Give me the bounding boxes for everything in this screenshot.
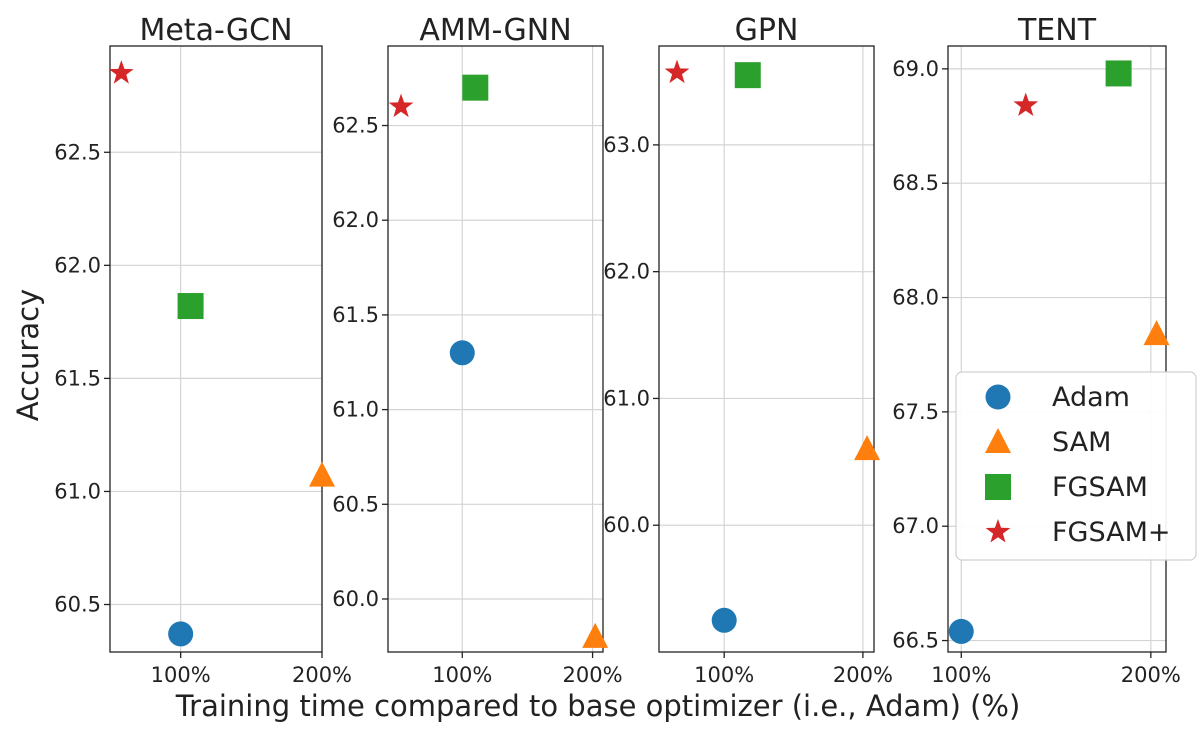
panels: 60.5 61.0 61.5 62.0 62.5 100% 200% Meta-GCN 60.0… — [54, 13, 1181, 687]
y-tick-label: 61.0 — [54, 479, 101, 503]
plot-frame — [658, 45, 875, 653]
panel-title: AMM-GNN — [419, 13, 571, 48]
y-tick-label: 61.0 — [603, 386, 650, 410]
point-fgsam — [177, 293, 204, 320]
point-fgsam — [1105, 60, 1132, 87]
point-adam — [168, 621, 194, 647]
x-tick-label: 200% — [292, 663, 352, 687]
y-tick-label: 62.5 — [54, 140, 101, 164]
y-tick-label: 62.0 — [603, 260, 650, 284]
panel-meta-gcn: 60.5 61.0 61.5 62.0 62.5 100% 200% Meta-GCN — [54, 13, 352, 687]
y-tick-label: 67.5 — [892, 400, 939, 424]
y-tick-label: 66.5 — [892, 629, 939, 653]
y-tick-label: 62.0 — [332, 208, 379, 232]
legend-marker-adam — [985, 384, 1011, 410]
legend-marker-sam — [985, 428, 1011, 453]
panel-gpn: 60.0 61.0 62.0 63.0 100% 200% GPN — [603, 13, 893, 687]
point-sam — [854, 435, 881, 461]
y-tick-label: 60.5 — [54, 593, 101, 617]
x-tick-label: 100% — [931, 663, 991, 687]
legend-label-sam: SAM — [1052, 427, 1111, 458]
point-fgsam-plus — [664, 59, 690, 84]
x-tick-label: 200% — [563, 663, 623, 687]
plot-frame — [947, 45, 1167, 653]
x-axis-label: Training time compared to base optimizer… — [175, 689, 1021, 723]
point-fgsam-plus — [388, 93, 414, 118]
y-tick-label: 62.0 — [54, 253, 101, 277]
legend: Adam SAM FGSAM FGSAM+ — [955, 371, 1197, 561]
point-fgsam — [734, 62, 761, 89]
point-sam — [309, 461, 335, 487]
point-fgsam-plus — [1013, 92, 1039, 116]
x-tick-label: 100% — [432, 663, 492, 687]
y-tick-label: 60.5 — [332, 492, 379, 516]
y-tick-label: 61.5 — [54, 366, 101, 390]
y-tick-label: 62.5 — [332, 114, 379, 138]
point-sam — [1143, 320, 1170, 346]
x-tick-label: 100% — [694, 663, 754, 687]
legend-label-fgsam: FGSAM — [1052, 472, 1148, 503]
y-tick-label: 61.0 — [332, 398, 379, 422]
y-tick-label: 67.0 — [892, 514, 939, 538]
point-fgsam — [462, 74, 489, 101]
x-tick-label: 200% — [1121, 663, 1181, 687]
point-adam — [711, 607, 737, 633]
x-tick-label: 200% — [833, 663, 893, 687]
plot-frame — [387, 45, 604, 653]
point-sam — [582, 622, 609, 648]
y-tick-label: 68.5 — [892, 171, 939, 195]
y-tick-label: 63.0 — [603, 133, 650, 157]
legend-marker-fgsam-plus — [985, 519, 1011, 543]
panel-tent: 66.5 67.0 67.5 68.0 68.5 69.0 100% 200% TENT — [892, 13, 1181, 687]
y-tick-label: 69.0 — [892, 57, 939, 81]
y-tick-label: 60.0 — [332, 587, 379, 611]
y-tick-label: 60.0 — [603, 513, 650, 537]
y-tick-label: 68.0 — [892, 286, 939, 310]
y-axis-label: Accuracy — [11, 289, 45, 421]
x-tick-label: 100% — [151, 663, 211, 687]
legend-label-fgsam-plus: FGSAM+ — [1052, 517, 1170, 548]
panel-title: GPN — [735, 13, 799, 48]
panel-amm-gnn: 60.0 60.5 61.0 61.5 62.0 62.5 100% 200% AMM-GNN — [332, 13, 622, 687]
y-tick-label: 61.5 — [332, 303, 379, 327]
plot-frame — [109, 45, 323, 653]
legend-marker-fgsam — [985, 474, 1011, 500]
point-adam — [948, 618, 974, 644]
legend-box — [955, 371, 1197, 561]
point-fgsam-plus — [108, 60, 134, 84]
panel-title: Meta-GCN — [139, 13, 292, 48]
point-adam — [449, 340, 475, 366]
legend-label-adam: Adam — [1052, 382, 1130, 413]
panel-title: TENT — [1017, 13, 1097, 48]
